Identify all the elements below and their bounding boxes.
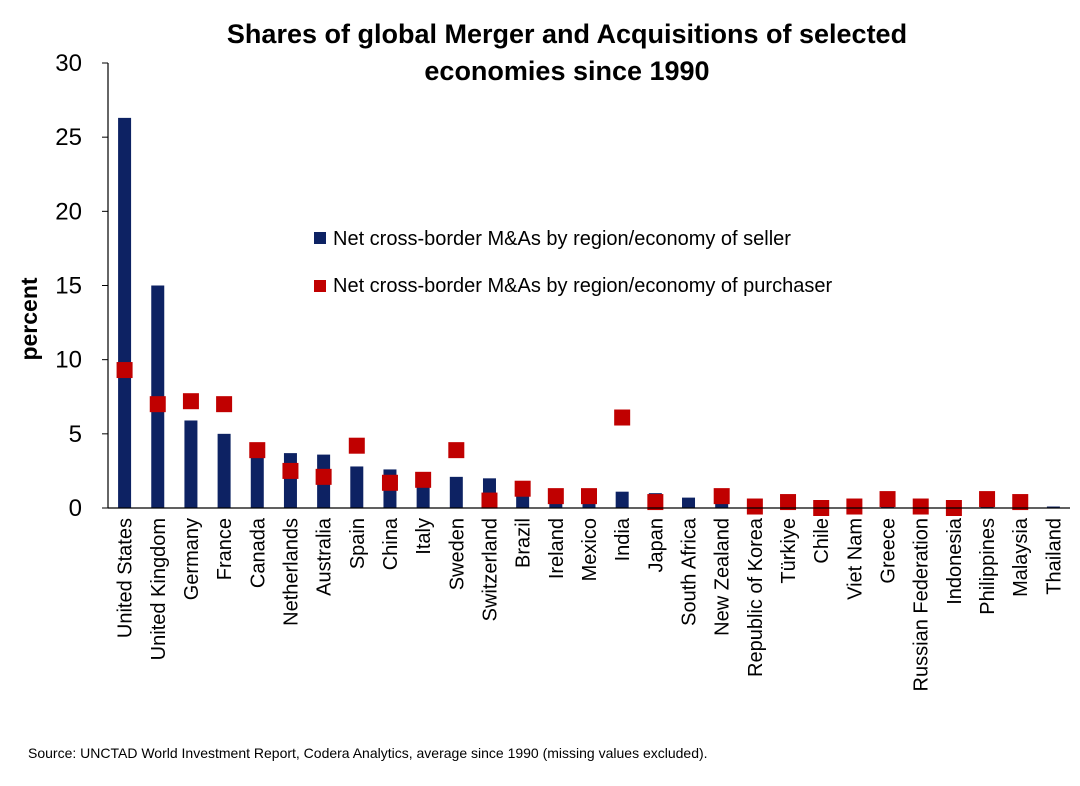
seller-bar [184, 420, 198, 508]
legend-swatch-seller [314, 232, 326, 244]
source-note: Source: UNCTAD World Investment Report, … [28, 745, 708, 761]
seller-bar [217, 433, 231, 508]
seller-bar [615, 491, 629, 508]
x-category-label: South Africa [679, 517, 701, 626]
purchaser-marker [249, 442, 266, 459]
purchaser-marker [282, 462, 299, 479]
y-tick-label: 10 [55, 347, 82, 374]
y-axis-label: percent [16, 277, 42, 360]
y-tick-label: 0 [69, 495, 82, 522]
x-category-label: Thailand [1043, 518, 1065, 595]
x-category-label: Sweden [446, 518, 468, 590]
seller-bar [682, 497, 696, 508]
x-category-label: Brazil [513, 518, 535, 568]
purchaser-marker [514, 480, 531, 497]
x-category-label: Italy [413, 518, 435, 555]
purchaser-marker [116, 362, 133, 379]
seller-bar [516, 493, 530, 508]
x-category-label: United Kingdom [148, 518, 170, 660]
seller-bar [283, 453, 297, 508]
purchaser-marker [481, 492, 498, 509]
purchaser-marker [547, 488, 564, 505]
x-category-label: Republic of Korea [745, 517, 767, 677]
seller-bar [350, 466, 364, 508]
chart-title-line-2: economies since 1990 [424, 56, 709, 86]
y-tick-label: 5 [69, 421, 82, 448]
purchaser-marker [614, 409, 631, 426]
purchaser-marker [846, 498, 863, 515]
x-category-label: Viet Nam [844, 518, 866, 600]
x-axis-category-labels: United States United Kingdom Germany France… [115, 517, 1066, 691]
x-category-label: Mexico [579, 518, 601, 581]
x-category-label: Türkiye [778, 518, 800, 584]
purchaser-marker [182, 393, 199, 410]
x-category-label: Netherlands [280, 518, 302, 626]
purchaser-marker [315, 468, 332, 485]
x-category-label: Japan [645, 518, 667, 573]
purchaser-marker [348, 437, 365, 454]
y-tick-label: 20 [55, 198, 82, 225]
x-category-label: Indonesia [944, 517, 966, 605]
x-category-label: New Zealand [712, 518, 734, 636]
purchaser-marker [746, 498, 763, 515]
axes [107, 63, 1070, 509]
y-tick-label: 30 [55, 50, 82, 77]
purchaser-marker [381, 474, 398, 491]
x-category-label: United States [115, 518, 137, 638]
seller-bar [449, 476, 463, 508]
purchaser-marker [979, 491, 996, 508]
x-category-label: Spain [347, 518, 369, 569]
legend-label-purchaser: Net cross-border M&As by region/economy … [333, 275, 832, 297]
x-category-label: Philippines [977, 518, 999, 615]
seller-bar [118, 117, 132, 508]
purchaser-marker [1012, 494, 1029, 511]
y-tick-label: 15 [55, 273, 82, 300]
purchaser-marker [149, 396, 166, 413]
purchaser-marker [879, 491, 896, 508]
x-category-label: Switzerland [479, 518, 501, 621]
seller-bar [715, 503, 729, 508]
y-tick-label: 25 [55, 124, 82, 151]
x-category-label: France [214, 518, 236, 580]
purchaser-marker [647, 494, 664, 511]
legend: Net cross-border M&As by region/economy … [314, 228, 832, 297]
seller-bar [582, 500, 596, 508]
x-category-label: China [380, 517, 402, 570]
purchaser-marker [216, 396, 233, 413]
x-category-label: Russian Federation [911, 518, 933, 691]
x-category-label: Chile [811, 518, 833, 564]
legend-label-seller: Net cross-border M&As by region/economy … [333, 228, 791, 250]
x-category-label: Germany [181, 518, 203, 600]
purchaser-marker [581, 488, 597, 505]
seller-bars [118, 117, 1060, 508]
x-category-label: Ireland [546, 518, 568, 579]
x-category-label: Australia [314, 517, 336, 596]
x-category-label: Malaysia [1010, 517, 1032, 597]
seller-bar [250, 453, 264, 508]
x-category-label: India [612, 517, 634, 561]
purchaser-marker [448, 442, 465, 459]
x-category-label: Greece [878, 518, 900, 584]
y-axis-ticks: 0 5 10 15 20 25 30 [55, 50, 108, 522]
purchaser-marker [780, 494, 797, 511]
purchaser-marker [912, 498, 929, 515]
seller-bar [1046, 506, 1060, 508]
legend-swatch-purchaser [314, 280, 326, 292]
purchaser-marker [415, 471, 432, 488]
chart-title-line-1: Shares of global Merger and Acquisitions… [227, 19, 907, 49]
seller-bar [416, 484, 430, 508]
x-category-label: Canada [247, 517, 269, 588]
purchaser-marker [713, 488, 730, 505]
